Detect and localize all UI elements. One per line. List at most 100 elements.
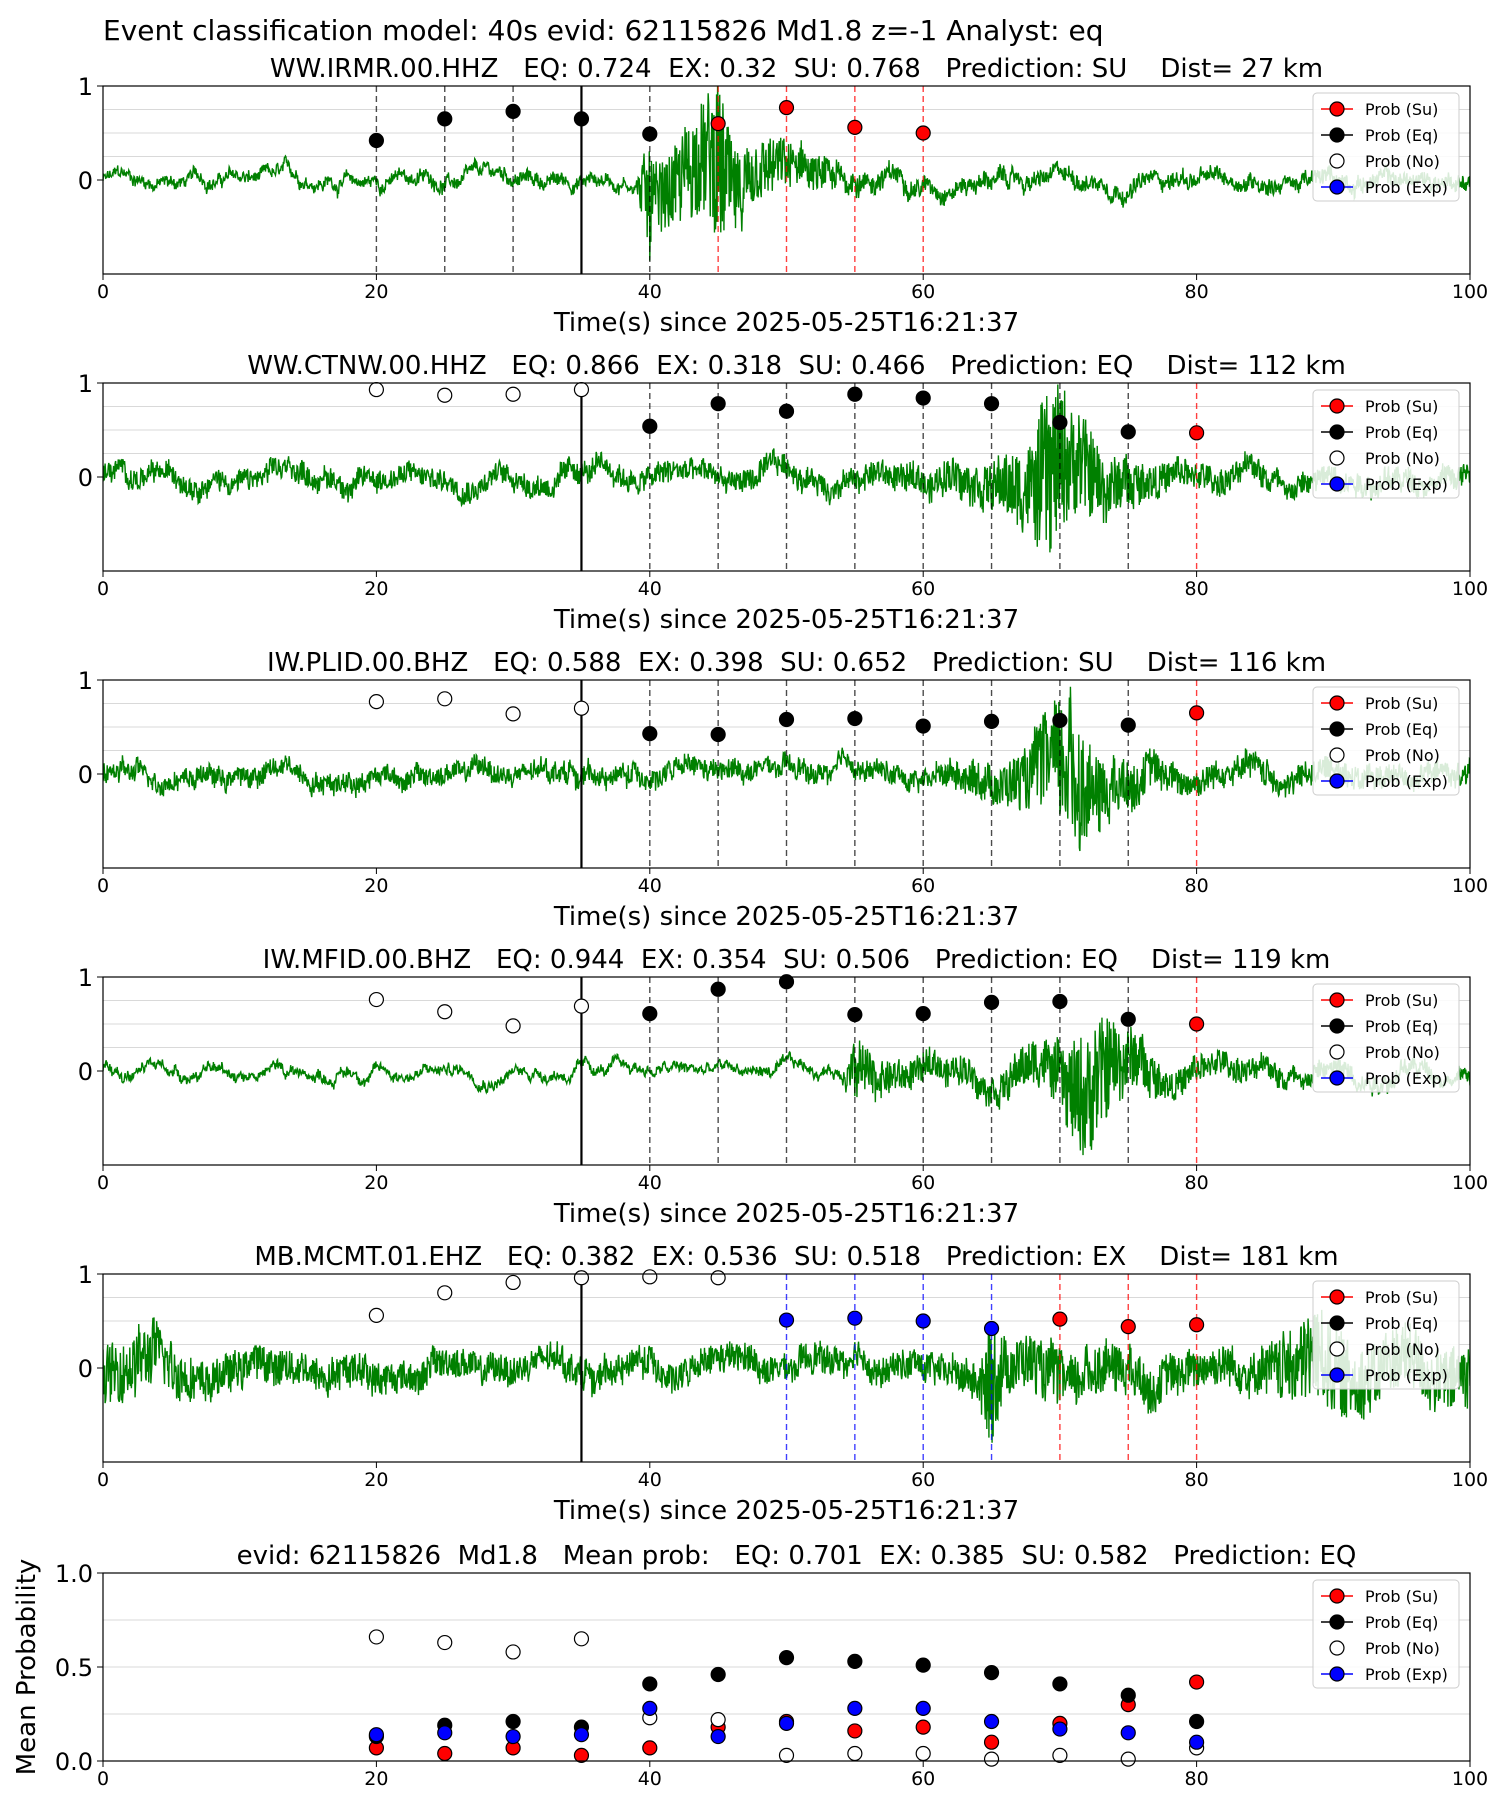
y-tick-label: 1 [78, 964, 93, 992]
point-eq [710, 726, 726, 743]
legend-marker-exp [1329, 179, 1345, 195]
point-eq [847, 1006, 863, 1023]
point-exp [778, 1312, 795, 1328]
point-eq [710, 981, 726, 997]
point-su [437, 1745, 453, 1762]
legend-label-exp: Prob (Exp) [1365, 1366, 1448, 1385]
x-tick-label: 0 [97, 281, 109, 303]
point-su [642, 1740, 658, 1756]
legend-marker-su [1329, 992, 1345, 1008]
point-exp [368, 1727, 384, 1743]
x-tick-label: 100 [1452, 281, 1488, 303]
point-eq [778, 1649, 795, 1666]
point-eq [437, 111, 453, 127]
legend-label-eq: Prob (Eq) [1365, 423, 1438, 442]
panel-5: 0 20 40 60 80 100 0 1 MB.MCMT.01.EHZ EQ: 0.382 E… [78, 1242, 1488, 1526]
point-no [1052, 1747, 1068, 1763]
point-no [573, 998, 590, 1014]
point-su [1188, 425, 1205, 441]
legend-label-eq: Prob (Eq) [1365, 1017, 1438, 1036]
point-exp [983, 1713, 1000, 1730]
point-no [573, 1270, 590, 1286]
point-su [778, 100, 795, 116]
legend-label-eq: Prob (Eq) [1365, 126, 1438, 145]
point-no [437, 1634, 453, 1651]
point-eq [710, 396, 726, 412]
legend-marker-exp [1329, 1666, 1345, 1682]
point-no [505, 1644, 521, 1660]
y-tick-label: 1 [78, 667, 93, 695]
x-axis-label: Time(s) since 2025-05-25T16:21:37 [553, 308, 1019, 338]
panel-1: 0 20 40 60 80 100 0 1 WW.IRMR.00.HHZ EQ: 0.724 E… [78, 54, 1488, 338]
point-exp [573, 1727, 590, 1743]
legend-box [1312, 389, 1460, 499]
panel-2: 0 20 40 60 80 100 0 1 WW.CTNW.00.HHZ EQ: 0.866 E… [78, 351, 1488, 635]
point-no [847, 1745, 863, 1762]
point-exp [983, 1320, 1000, 1337]
x-tick-label: 20 [364, 875, 388, 897]
y-tick-label: 0 [78, 1058, 93, 1086]
legend-marker-eq [1329, 127, 1345, 143]
x-axis-label: Time(s) since 2025-05-25T16:21:37 [553, 1496, 1019, 1526]
legend: Prob (Su) Prob (Eq) Prob (No) Prob (Exp) [1312, 1579, 1460, 1689]
point-exp [847, 1310, 863, 1326]
point-no [368, 381, 384, 398]
panel-title: WW.IRMR.00.HHZ EQ: 0.724 EX: 0.32 SU: 0.… [270, 54, 1323, 84]
point-no [505, 1018, 521, 1034]
x-tick-label: 0 [97, 1172, 109, 1194]
x-tick-label: 80 [1185, 1172, 1209, 1194]
point-eq [642, 418, 658, 434]
x-tick-label: 0 [97, 1469, 109, 1491]
legend-label-eq: Prob (Eq) [1365, 1314, 1438, 1333]
point-no [710, 1712, 726, 1728]
legend-box [1312, 686, 1460, 796]
x-tick-label: 40 [638, 578, 662, 600]
point-exp [710, 1728, 726, 1745]
y-tick-label: 1.0 [55, 1560, 93, 1588]
point-eq [778, 711, 795, 728]
point-su [915, 125, 931, 141]
point-su [915, 1719, 931, 1735]
point-eq [915, 390, 931, 406]
x-tick-label: 100 [1452, 1172, 1488, 1194]
legend-box [1312, 92, 1460, 202]
panel-4: 0 20 40 60 80 100 0 1 IW.MFID.00.BHZ EQ: 0.944 E… [78, 945, 1488, 1229]
point-eq [847, 386, 863, 402]
point-exp [437, 1725, 453, 1741]
point-eq [778, 403, 795, 419]
point-no [368, 1629, 384, 1645]
legend-marker-su [1329, 398, 1345, 414]
point-eq [1120, 1687, 1136, 1703]
point-eq [983, 1665, 1000, 1681]
point-eq [710, 1666, 726, 1683]
point-su [847, 119, 863, 135]
point-eq [1120, 1011, 1136, 1027]
x-axis-label: Time(s) since 2025-05-25T16:21:37 [553, 902, 1019, 932]
legend-label-su: Prob (Su) [1365, 397, 1438, 416]
legend-label-exp: Prob (Exp) [1365, 178, 1448, 197]
x-tick-label: 60 [911, 1172, 935, 1194]
legend-marker-exp [1329, 1070, 1345, 1086]
point-exp [847, 1700, 863, 1716]
x-tick-label: 40 [638, 1768, 662, 1790]
point-eq [1120, 717, 1136, 733]
point-eq [1052, 1676, 1068, 1692]
x-tick-label: 40 [638, 281, 662, 303]
legend-label-su: Prob (Su) [1365, 1288, 1438, 1307]
x-tick-label: 60 [911, 281, 935, 303]
point-eq [1052, 712, 1068, 729]
x-tick-label: 100 [1452, 578, 1488, 600]
point-exp [778, 1715, 795, 1732]
point-eq [915, 1006, 931, 1022]
point-no [368, 694, 384, 710]
y-tick-label: 0 [78, 167, 93, 195]
legend-marker-no [1329, 153, 1345, 169]
panel-title: IW.PLID.00.BHZ EQ: 0.588 EX: 0.398 SU: 0… [267, 648, 1326, 678]
legend-marker-exp [1329, 773, 1345, 789]
point-eq [642, 725, 658, 742]
legend: Prob (Su) Prob (Eq) Prob (No) Prob (Exp) [1312, 983, 1460, 1093]
point-eq [778, 974, 795, 990]
x-tick-label: 40 [638, 1469, 662, 1491]
legend-label-no: Prob (No) [1365, 1340, 1440, 1359]
